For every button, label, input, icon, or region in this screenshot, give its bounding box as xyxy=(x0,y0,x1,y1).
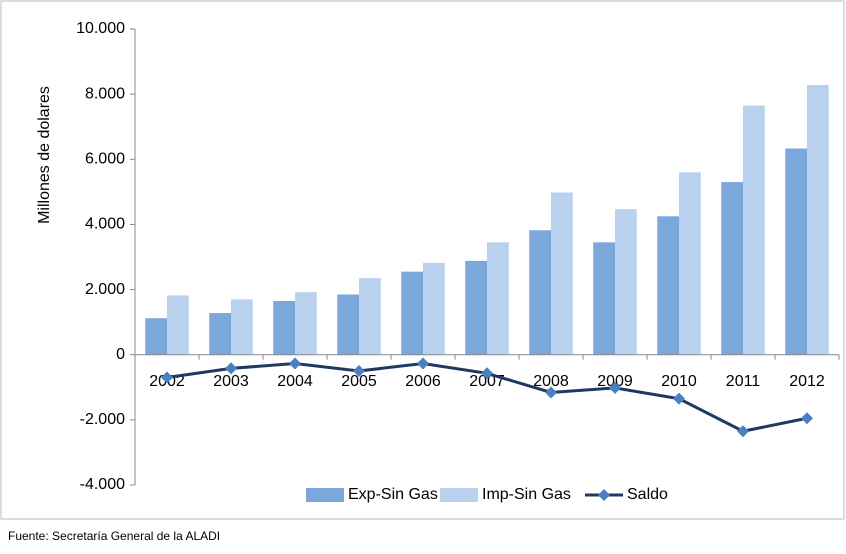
marker xyxy=(481,367,493,380)
legend-label: Exp-Sin Gas xyxy=(348,486,438,503)
bar xyxy=(337,294,359,355)
bar xyxy=(145,318,167,355)
bar xyxy=(167,295,189,355)
bar xyxy=(359,278,381,355)
y-tick-label: 10.000 xyxy=(76,20,125,37)
bar xyxy=(423,262,445,355)
x-tick-label: 2003 xyxy=(213,373,249,390)
bar xyxy=(401,271,423,355)
marker xyxy=(545,386,557,399)
x-tick-label: 2004 xyxy=(277,373,313,390)
y-tick-label: 8.000 xyxy=(85,85,125,102)
bar xyxy=(657,216,679,355)
x-tick-label: 2005 xyxy=(341,373,377,390)
y-tick-label: 2.000 xyxy=(85,281,125,298)
bar xyxy=(593,242,615,355)
bar xyxy=(231,299,253,355)
chart-border xyxy=(0,0,845,520)
marker xyxy=(289,357,301,370)
x-tick-label: 2010 xyxy=(661,373,697,390)
bar xyxy=(465,260,487,355)
legend-marker xyxy=(598,489,610,501)
bar xyxy=(721,182,743,355)
y-tick-label: 0 xyxy=(116,346,125,363)
legend-label: Imp-Sin Gas xyxy=(482,486,571,503)
y-tick-label: 6.000 xyxy=(85,151,125,168)
x-tick-label: 2012 xyxy=(789,373,825,390)
legend-swatch xyxy=(306,488,344,502)
bar xyxy=(487,242,509,355)
x-tick-label: 2008 xyxy=(533,373,569,390)
y-tick-label: 4.000 xyxy=(85,216,125,233)
marker xyxy=(161,371,173,384)
marker xyxy=(225,362,237,375)
bar xyxy=(529,230,551,355)
source-note: Fuente: Secretaría General de la ALADI xyxy=(8,529,220,543)
legend-label: Saldo xyxy=(627,486,668,503)
bar xyxy=(785,148,807,355)
bar xyxy=(209,313,231,355)
marker xyxy=(353,365,365,377)
x-tick-label: 2006 xyxy=(405,373,441,390)
y-axis-label: Millones de dolares xyxy=(36,86,53,224)
bar xyxy=(615,209,637,355)
marker xyxy=(801,412,813,425)
bar xyxy=(807,85,829,355)
y-tick-label: -4.000 xyxy=(80,476,125,493)
x-tick-label: 2009 xyxy=(597,373,633,390)
bar xyxy=(273,300,295,355)
legend-swatch xyxy=(440,488,478,502)
bar xyxy=(743,105,765,355)
marker xyxy=(609,381,621,394)
marker xyxy=(417,357,429,370)
marker xyxy=(737,425,749,438)
y-tick-label: -2.000 xyxy=(80,411,125,428)
bar xyxy=(295,292,317,355)
marker xyxy=(673,392,685,405)
bar xyxy=(551,192,573,355)
x-tick-label: 2011 xyxy=(726,373,761,390)
bar xyxy=(679,172,701,355)
